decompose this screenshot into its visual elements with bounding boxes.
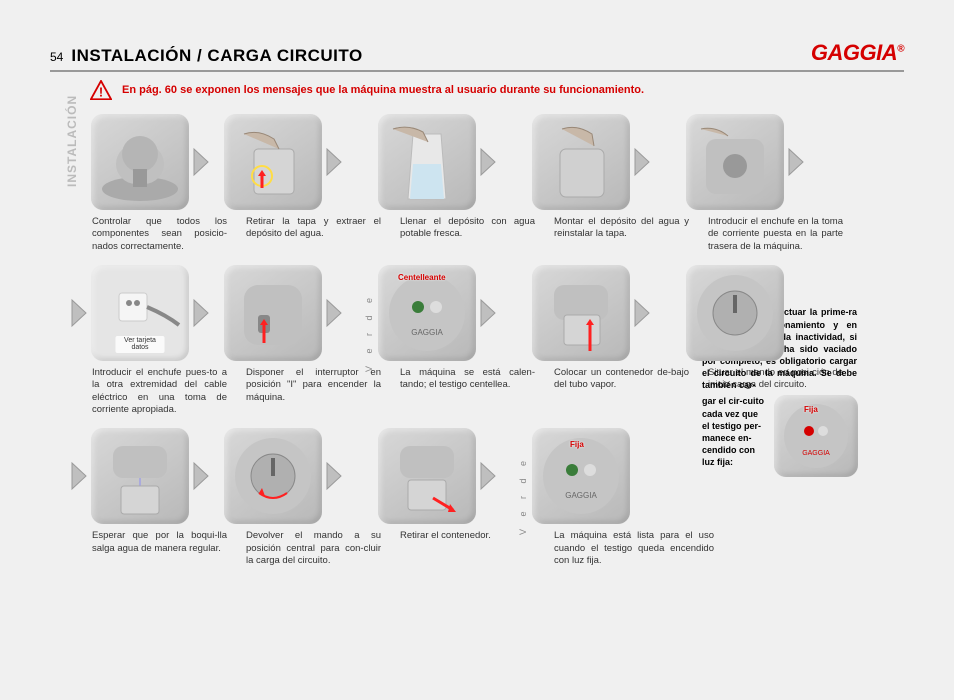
step-caption: Llenar el depósito con agua potable fres… (400, 216, 535, 241)
warning-row: ! En pág. 60 se exponen los mensajes que… (90, 80, 904, 100)
arrow-icon (633, 298, 651, 328)
step-image (224, 265, 322, 361)
arrow-icon (479, 298, 497, 328)
svg-text:GAGGIA: GAGGIA (411, 328, 443, 337)
step: Devolver el mando a su posición central … (224, 426, 378, 567)
step-image (91, 114, 189, 210)
note-text-2: gar el cir-cuito cada vez que el testigo… (702, 395, 766, 477)
brand-logo: GAGGIA® (811, 40, 904, 66)
step: Esperar que por la boqui-lla salga agua … (70, 426, 224, 555)
verde-label: V e r d e (364, 293, 374, 372)
step: V e r d e GAGGIA Fija La máquina está li… (532, 426, 702, 567)
step-image: GAGGIA Centelleante (378, 265, 476, 361)
step-image (532, 265, 630, 361)
step-caption: La máquina se está calen-tando; el testi… (400, 367, 535, 392)
section-label-vertical: INSTALACIÓN (65, 95, 79, 187)
arrow-icon (192, 461, 210, 491)
step-image (91, 428, 189, 524)
svg-text:GAGGIA: GAGGIA (565, 491, 597, 500)
note-image: GAGGIA Fija (774, 395, 858, 477)
step-caption: Controlar que todos los componentes sean… (92, 216, 227, 253)
arrow-icon (325, 147, 343, 177)
step-image (224, 114, 322, 210)
step-image (686, 265, 784, 361)
page-title: INSTALACIÓN / CARGA CIRCUITO (71, 46, 362, 66)
arrow-icon (479, 461, 497, 491)
arrow-icon (787, 147, 805, 177)
step-image (686, 114, 784, 210)
svg-text:!: ! (99, 84, 103, 99)
step: Controlar que todos los componentes sean… (70, 112, 224, 253)
data-tag: Ver tarjeta datos (116, 336, 165, 353)
warning-triangle-icon: ! (90, 80, 112, 100)
overlay-text: Fija (570, 440, 584, 449)
step-caption: Disponer el interruptor en posición "I" … (246, 367, 381, 404)
step: Montar el depósito del agua y reinstalar… (532, 112, 686, 241)
step: Retirar el contenedor. (378, 426, 532, 542)
overlay-text: Fija (804, 405, 818, 414)
step-caption: Retirar el contenedor. (400, 530, 535, 542)
step-caption: Devolver el mando a su posición central … (246, 530, 381, 567)
step: Introducir el enchufe en la toma de corr… (686, 112, 840, 253)
step-caption: Esperar que por la boqui-lla salga agua … (92, 530, 227, 555)
step-caption: La máquina está lista para el uso cuando… (554, 530, 714, 567)
step-caption: Colocar un contenedor de-bajo del tubo v… (554, 367, 689, 392)
steps-row-1: Controlar que todos los componentes sean… (70, 112, 904, 253)
step-caption: Introducir el enchufe en la toma de corr… (708, 216, 843, 253)
step: V e r d e GAGGIA Centelleante La máquina… (378, 263, 532, 392)
step-image: Ver tarjeta datos (91, 265, 189, 361)
page-header: 54 INSTALACIÓN / CARGA CIRCUITO GAGGIA® (50, 40, 904, 72)
step-caption: Montar el depósito del agua y reinstalar… (554, 216, 689, 241)
warning-text: En pág. 60 se exponen los mensajes que l… (122, 84, 644, 96)
arrow-icon (325, 298, 343, 328)
step: Retirar la tapa y extraer el depósito de… (224, 112, 378, 241)
arrow-icon (192, 147, 210, 177)
step-image: GAGGIA Fija (532, 428, 630, 524)
page-number: 54 (50, 50, 63, 64)
step-image (224, 428, 322, 524)
step: Ver tarjeta datos Introducir el enchufe … (70, 263, 224, 416)
verde-label: V e r d e (518, 456, 528, 535)
step-caption: Introducir el enchufe pues-to a la otra … (92, 367, 227, 416)
step: Colocar un contenedor de-bajo del tubo v… (532, 263, 686, 392)
arrow-icon (633, 147, 651, 177)
step: Llenar el depósito con agua potable fres… (378, 112, 532, 241)
page-title-group: 54 INSTALACIÓN / CARGA CIRCUITO (50, 46, 363, 66)
arrow-icon (479, 147, 497, 177)
overlay-text: Centelleante (398, 273, 446, 282)
arrow-icon (70, 298, 88, 328)
step-image (532, 114, 630, 210)
arrow-icon (325, 461, 343, 491)
step: Disponer el interruptor en posición "I" … (224, 263, 378, 404)
svg-text:GAGGIA: GAGGIA (802, 450, 830, 457)
arrow-icon (192, 298, 210, 328)
arrow-icon (70, 461, 88, 491)
steps-row-3: Esperar que por la boqui-lla salga agua … (70, 426, 904, 567)
step-image (378, 428, 476, 524)
steps-grid: Controlar que todos los componentes sean… (70, 112, 904, 567)
step-caption: Retirar la tapa y extraer el depósito de… (246, 216, 381, 241)
step-image (378, 114, 476, 210)
